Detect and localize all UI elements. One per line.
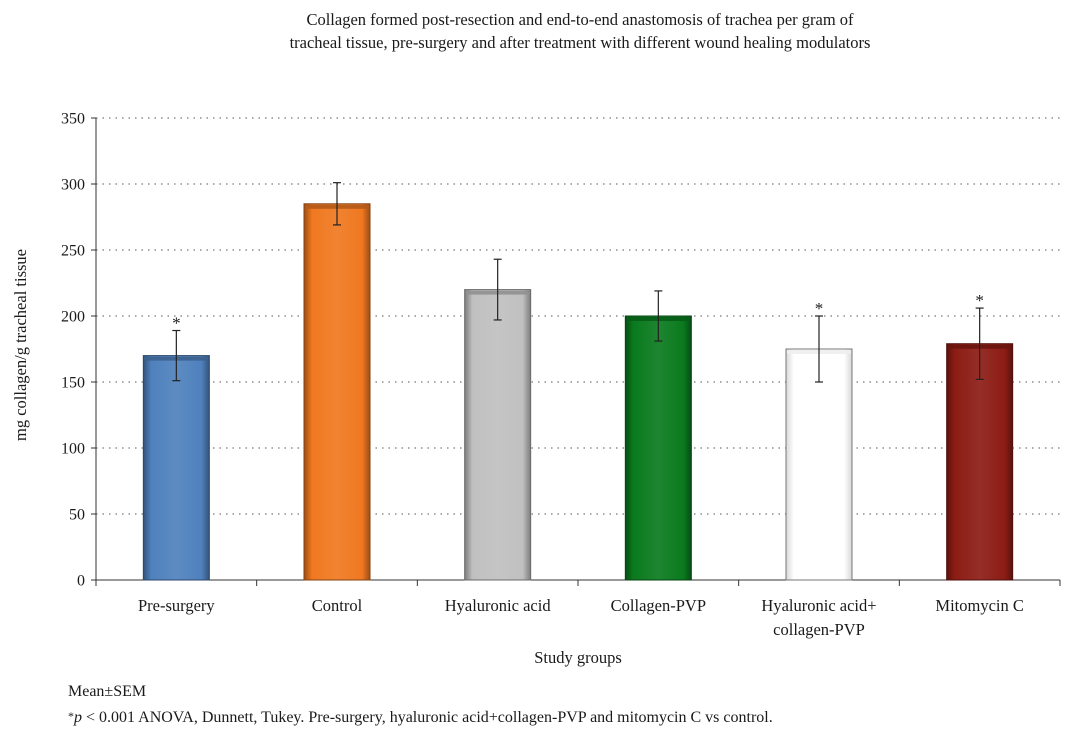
x-tick-label: collagen-PVP	[773, 620, 865, 639]
x-tick-label: Mitomycin C	[935, 596, 1023, 615]
bar	[464, 289, 532, 581]
y-tick-label: 0	[77, 573, 85, 590]
significance-note-marker: *	[68, 709, 74, 723]
x-tick-label: Hyaluronic acid+	[761, 596, 876, 615]
significance-marker: *	[172, 314, 181, 333]
y-tick-label: 50	[69, 507, 85, 524]
significance-marker: *	[975, 291, 984, 310]
chart-title-line-2: tracheal tissue, pre-surgery and after t…	[289, 33, 871, 52]
y-tick-label: 100	[61, 441, 85, 458]
y-axis-label: mg collagen/g tracheal tissue	[11, 249, 30, 441]
y-tick-label: 150	[61, 375, 85, 392]
x-tick-label: Pre-surgery	[138, 596, 215, 615]
chart-title-line-1: Collagen formed post-resection and end-t…	[306, 10, 854, 29]
y-tick-label: 300	[61, 177, 85, 194]
chart-title: Collagen formed post-resection and end-t…	[160, 8, 1000, 54]
x-tick-label: Control	[312, 596, 363, 615]
significance-marker: *	[815, 299, 824, 318]
bar	[142, 355, 210, 581]
bar	[946, 343, 1014, 581]
stats-note: Mean±SEM	[68, 683, 147, 700]
bar	[785, 348, 853, 581]
bar	[624, 315, 692, 581]
y-tick-label: 200	[61, 309, 85, 326]
significance-note-p: p	[74, 709, 82, 726]
y-tick-label: 350	[61, 111, 85, 128]
significance-note: *p < 0.001 ANOVA, Dunnett, Tukey. Pre-su…	[68, 709, 773, 727]
bar	[303, 203, 371, 581]
x-tick-label: Collagen-PVP	[611, 596, 706, 615]
x-axis-label: Study groups	[534, 648, 622, 667]
x-tick-label: Hyaluronic acid	[445, 596, 552, 615]
y-tick-label: 250	[61, 243, 85, 260]
significance-note-text: < 0.001 ANOVA, Dunnett, Tukey. Pre-surge…	[82, 709, 773, 726]
